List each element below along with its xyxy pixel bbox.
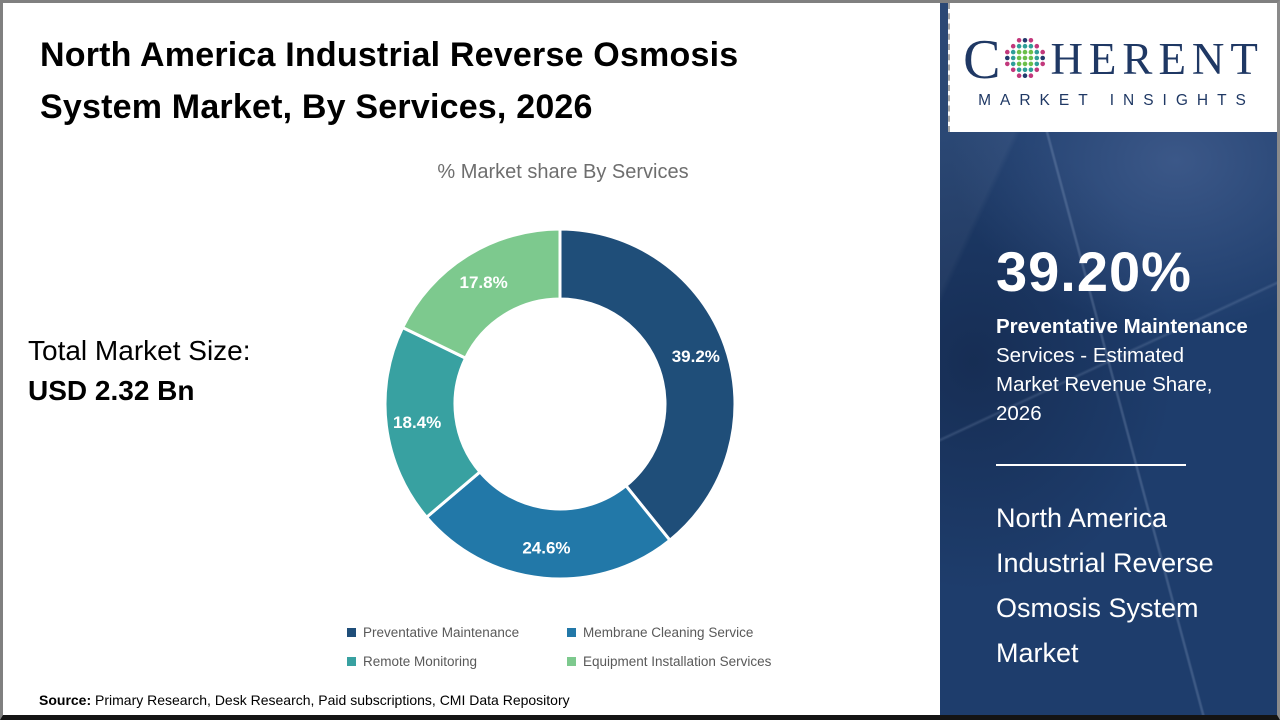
brand-tagline: MARKET INSIGHTS (978, 91, 1255, 109)
page-title-line2: System Market, By Services, 2026 (40, 88, 593, 126)
total-market-size: Total Market Size: USD 2.32 Bn (28, 331, 251, 411)
slice-label-18.4%: 18.4% (393, 413, 441, 432)
market-size-value: USD 2.32 Bn (28, 375, 195, 406)
slice-label-24.6%: 24.6% (522, 538, 570, 557)
source-text: Primary Research, Desk Research, Paid su… (91, 692, 570, 708)
legend-item-remote-monitoring: Remote Monitoring (347, 654, 567, 669)
market-size-label: Total Market Size: (28, 335, 251, 366)
legend-item-membrane-cleaning-service: Membrane Cleaning Service (567, 625, 771, 640)
legend-swatch-icon (347, 628, 356, 637)
sidebar-market-name: North America Industrial Reverse Osmosis… (996, 503, 1214, 668)
highlight-stat-description: Preventative Maintenance Services - Esti… (996, 312, 1248, 428)
legend-swatch-icon (567, 628, 576, 637)
highlight-stat-value: 39.20% (996, 240, 1192, 303)
stat-description-rest: Services - Estimated Market Revenue Shar… (996, 344, 1213, 425)
brand-letter-c: C (963, 28, 1001, 91)
brand-letters-rest: HERENT (1050, 34, 1264, 84)
stat-description-bold: Preventative Maintenance (996, 315, 1248, 338)
donut-chart-svg: 39.2% 24.6% 18.4% 17.8% (383, 227, 737, 581)
legend-item-preventative-maintenance: Preventative Maintenance (347, 625, 567, 640)
legend-item-equipment-installation-services: Equipment Installation Services (567, 654, 771, 669)
legend-swatch-icon (567, 657, 576, 666)
brand-logo: C HERENT MARKET INSIGHTS (948, 3, 1277, 132)
page-title-line1: North America Industrial Reverse Osmosis (40, 36, 739, 74)
legend-swatch-icon (347, 657, 356, 666)
legend-label: Membrane Cleaning Service (583, 625, 754, 640)
slice-label-17.8%: 17.8% (460, 273, 508, 292)
dotted-globe-icon (1005, 37, 1046, 78)
sidebar-content: 39.20% Preventative Maintenance Services… (996, 241, 1248, 676)
source-label: Source: (39, 692, 92, 708)
page-title: North America Industrial Reverse Osmosis… (40, 29, 738, 133)
sidebar-divider (996, 464, 1186, 466)
source-note: Source: Primary Research, Desk Research,… (39, 692, 570, 708)
chart-title: % Market share By Services (437, 161, 689, 183)
donut-chart: 39.2% 24.6% 18.4% 17.8% (325, 169, 795, 639)
legend-label: Equipment Installation Services (583, 654, 772, 669)
legend-label: Preventative Maintenance (363, 625, 520, 640)
chart-legend: Preventative Maintenance Membrane Cleanin… (347, 625, 771, 669)
donut-slice-preventative-maintenance (558, 227, 737, 542)
brand-logo-wordmark: C HERENT (963, 32, 1264, 88)
sidebar: C HERENT MARKET INSIGHTS 39.20% Preventa… (940, 3, 1277, 715)
donut-slice-membrane-cleaning-service (425, 470, 672, 581)
slice-label-39.2%: 39.2% (672, 347, 720, 366)
donut-slice-equipment-installation-services (401, 227, 562, 360)
legend-label: Remote Monitoring (363, 654, 478, 669)
